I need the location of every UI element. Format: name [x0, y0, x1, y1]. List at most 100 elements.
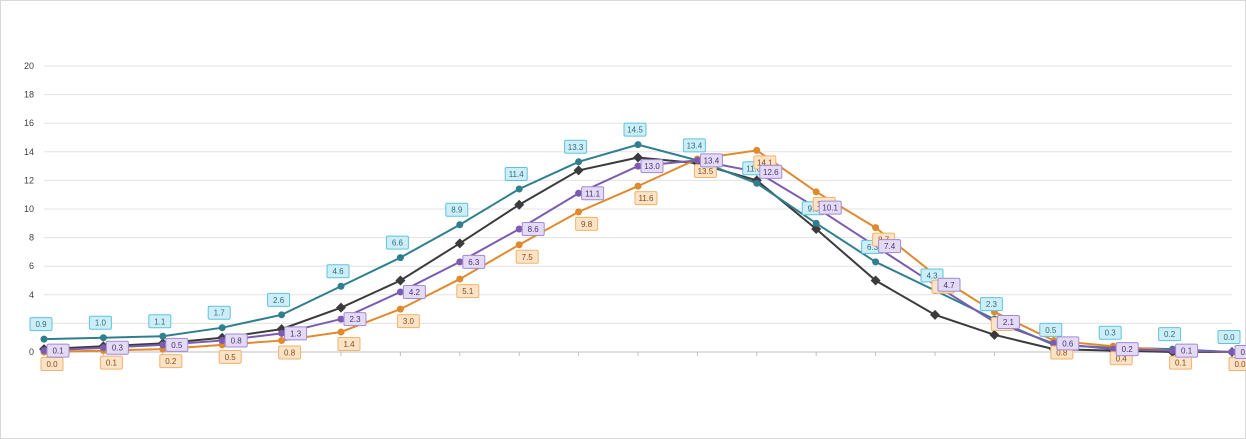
data-label-text: 0.0: [46, 360, 58, 369]
data-label-text: 4.2: [409, 288, 421, 297]
y-axis-ticks: 02468101214161820: [24, 61, 34, 357]
data-label-text: 0.6: [1062, 339, 1074, 348]
data-label-text: 0.3: [112, 344, 124, 353]
data-point: [40, 347, 48, 355]
data-point: [40, 335, 48, 343]
data-point: [456, 258, 464, 266]
y-tick-label: 18: [24, 90, 34, 100]
data-point: [218, 324, 226, 332]
data-label: 4.2: [402, 284, 426, 299]
data-label-text: 7.4: [884, 242, 896, 251]
data-point: [872, 224, 880, 232]
data-point: [634, 141, 642, 149]
data-point: [456, 275, 464, 283]
data-label-text: 13.3: [568, 143, 584, 152]
data-label: 9.8: [575, 216, 599, 231]
data-label-box: [385, 235, 409, 250]
data-label: 0.8: [224, 333, 248, 348]
data-label-text: 11.1: [585, 189, 601, 198]
data-point: [753, 179, 761, 187]
data-label-box: [29, 317, 53, 332]
data-label-text: 0.1: [1181, 347, 1193, 356]
data-label-box: [937, 277, 961, 292]
data-label: 11.4: [504, 166, 528, 181]
data-label: 0.1: [1169, 355, 1193, 370]
data-label: 11.1: [581, 186, 605, 201]
data-label: 10.1: [818, 200, 842, 215]
data-label: 0.5: [165, 337, 189, 352]
data-label: 7.5: [515, 249, 539, 264]
data-label-box: [1158, 327, 1182, 342]
data-label-box: [759, 164, 783, 179]
y-tick-label: 10: [24, 204, 34, 214]
data-label-text: 1.7: [214, 309, 226, 318]
data-label-box: [1098, 325, 1122, 340]
data-label: 0.1: [99, 355, 123, 370]
data-point: [396, 305, 404, 313]
data-label-box: [682, 138, 706, 153]
data-label-box: [99, 355, 123, 370]
data-label: 2.3: [979, 297, 1003, 312]
data-label-text: 1.1: [154, 317, 166, 326]
data-label-text: 8.9: [451, 206, 463, 215]
data-label-text: 0.0: [1234, 360, 1246, 369]
data-point: [396, 288, 404, 296]
data-label-box: [343, 312, 367, 327]
data-point: [575, 208, 583, 216]
data-label-text: 13.5: [698, 167, 714, 176]
data-label: 12.6: [759, 164, 783, 179]
data-label-box: [878, 239, 902, 254]
data-point: [515, 241, 523, 249]
data-labels: 0.9 1.0 1.1 1.7 2.6 4.6 6.6 8.9 11.4 13.3 14.5 13.4…: [29, 122, 1246, 371]
data-label-text: 2.3: [349, 315, 361, 324]
data-label: 0.2: [1115, 342, 1139, 357]
data-label-box: [396, 314, 420, 329]
data-label: 0.1: [46, 343, 70, 358]
data-label-text: 0.1: [1175, 359, 1187, 368]
y-tick-label: 20: [24, 61, 34, 71]
data-point: [812, 188, 820, 196]
data-label-text: 10.1: [822, 204, 838, 213]
data-label-box: [1175, 343, 1199, 358]
data-label-text: 0.4: [1116, 354, 1128, 363]
data-point: [337, 315, 345, 323]
data-point: [575, 158, 583, 166]
data-label-text: 0.0: [1240, 348, 1246, 357]
data-label: 0.3: [1098, 325, 1122, 340]
data-point: [870, 275, 881, 286]
y-tick-label: 0: [29, 347, 34, 357]
data-point: [337, 282, 345, 290]
data-label-text: 13.4: [704, 156, 720, 165]
data-label: 0.0: [1228, 357, 1246, 371]
data-point: [1228, 348, 1236, 356]
data-point: [753, 146, 761, 154]
data-label: 0.0: [40, 357, 64, 371]
data-label: 13.3: [564, 139, 588, 154]
y-tick-label: 16: [24, 118, 34, 128]
data-label: 0.0: [1234, 345, 1246, 359]
data-label-text: 0.0: [1223, 333, 1235, 342]
data-label: 0.1: [1175, 343, 1199, 358]
data-label-text: 0.8: [231, 337, 243, 346]
data-label-box: [326, 264, 350, 279]
data-label: 0.2: [159, 354, 183, 369]
data-label-text: 3.0: [403, 317, 415, 326]
data-label: 2.6: [267, 292, 291, 307]
data-point: [218, 337, 226, 345]
data-label: 1.1: [148, 314, 172, 329]
data-label: 7.4: [878, 239, 902, 254]
data-label: 13.4: [682, 138, 706, 153]
data-point: [811, 224, 822, 235]
data-point: [515, 225, 523, 233]
data-label-box: [267, 292, 291, 307]
data-label: 13.4: [699, 153, 723, 168]
data-label: 2.1: [996, 314, 1020, 329]
data-point: [514, 199, 525, 210]
data-label: 0.5: [1039, 322, 1063, 337]
data-point: [454, 238, 465, 249]
data-label-text: 2.3: [986, 300, 998, 309]
data-label-text: 12.6: [763, 168, 779, 177]
data-label-box: [818, 200, 842, 215]
data-label-text: 0.5: [1045, 326, 1057, 335]
data-label: 6.6: [385, 235, 409, 250]
